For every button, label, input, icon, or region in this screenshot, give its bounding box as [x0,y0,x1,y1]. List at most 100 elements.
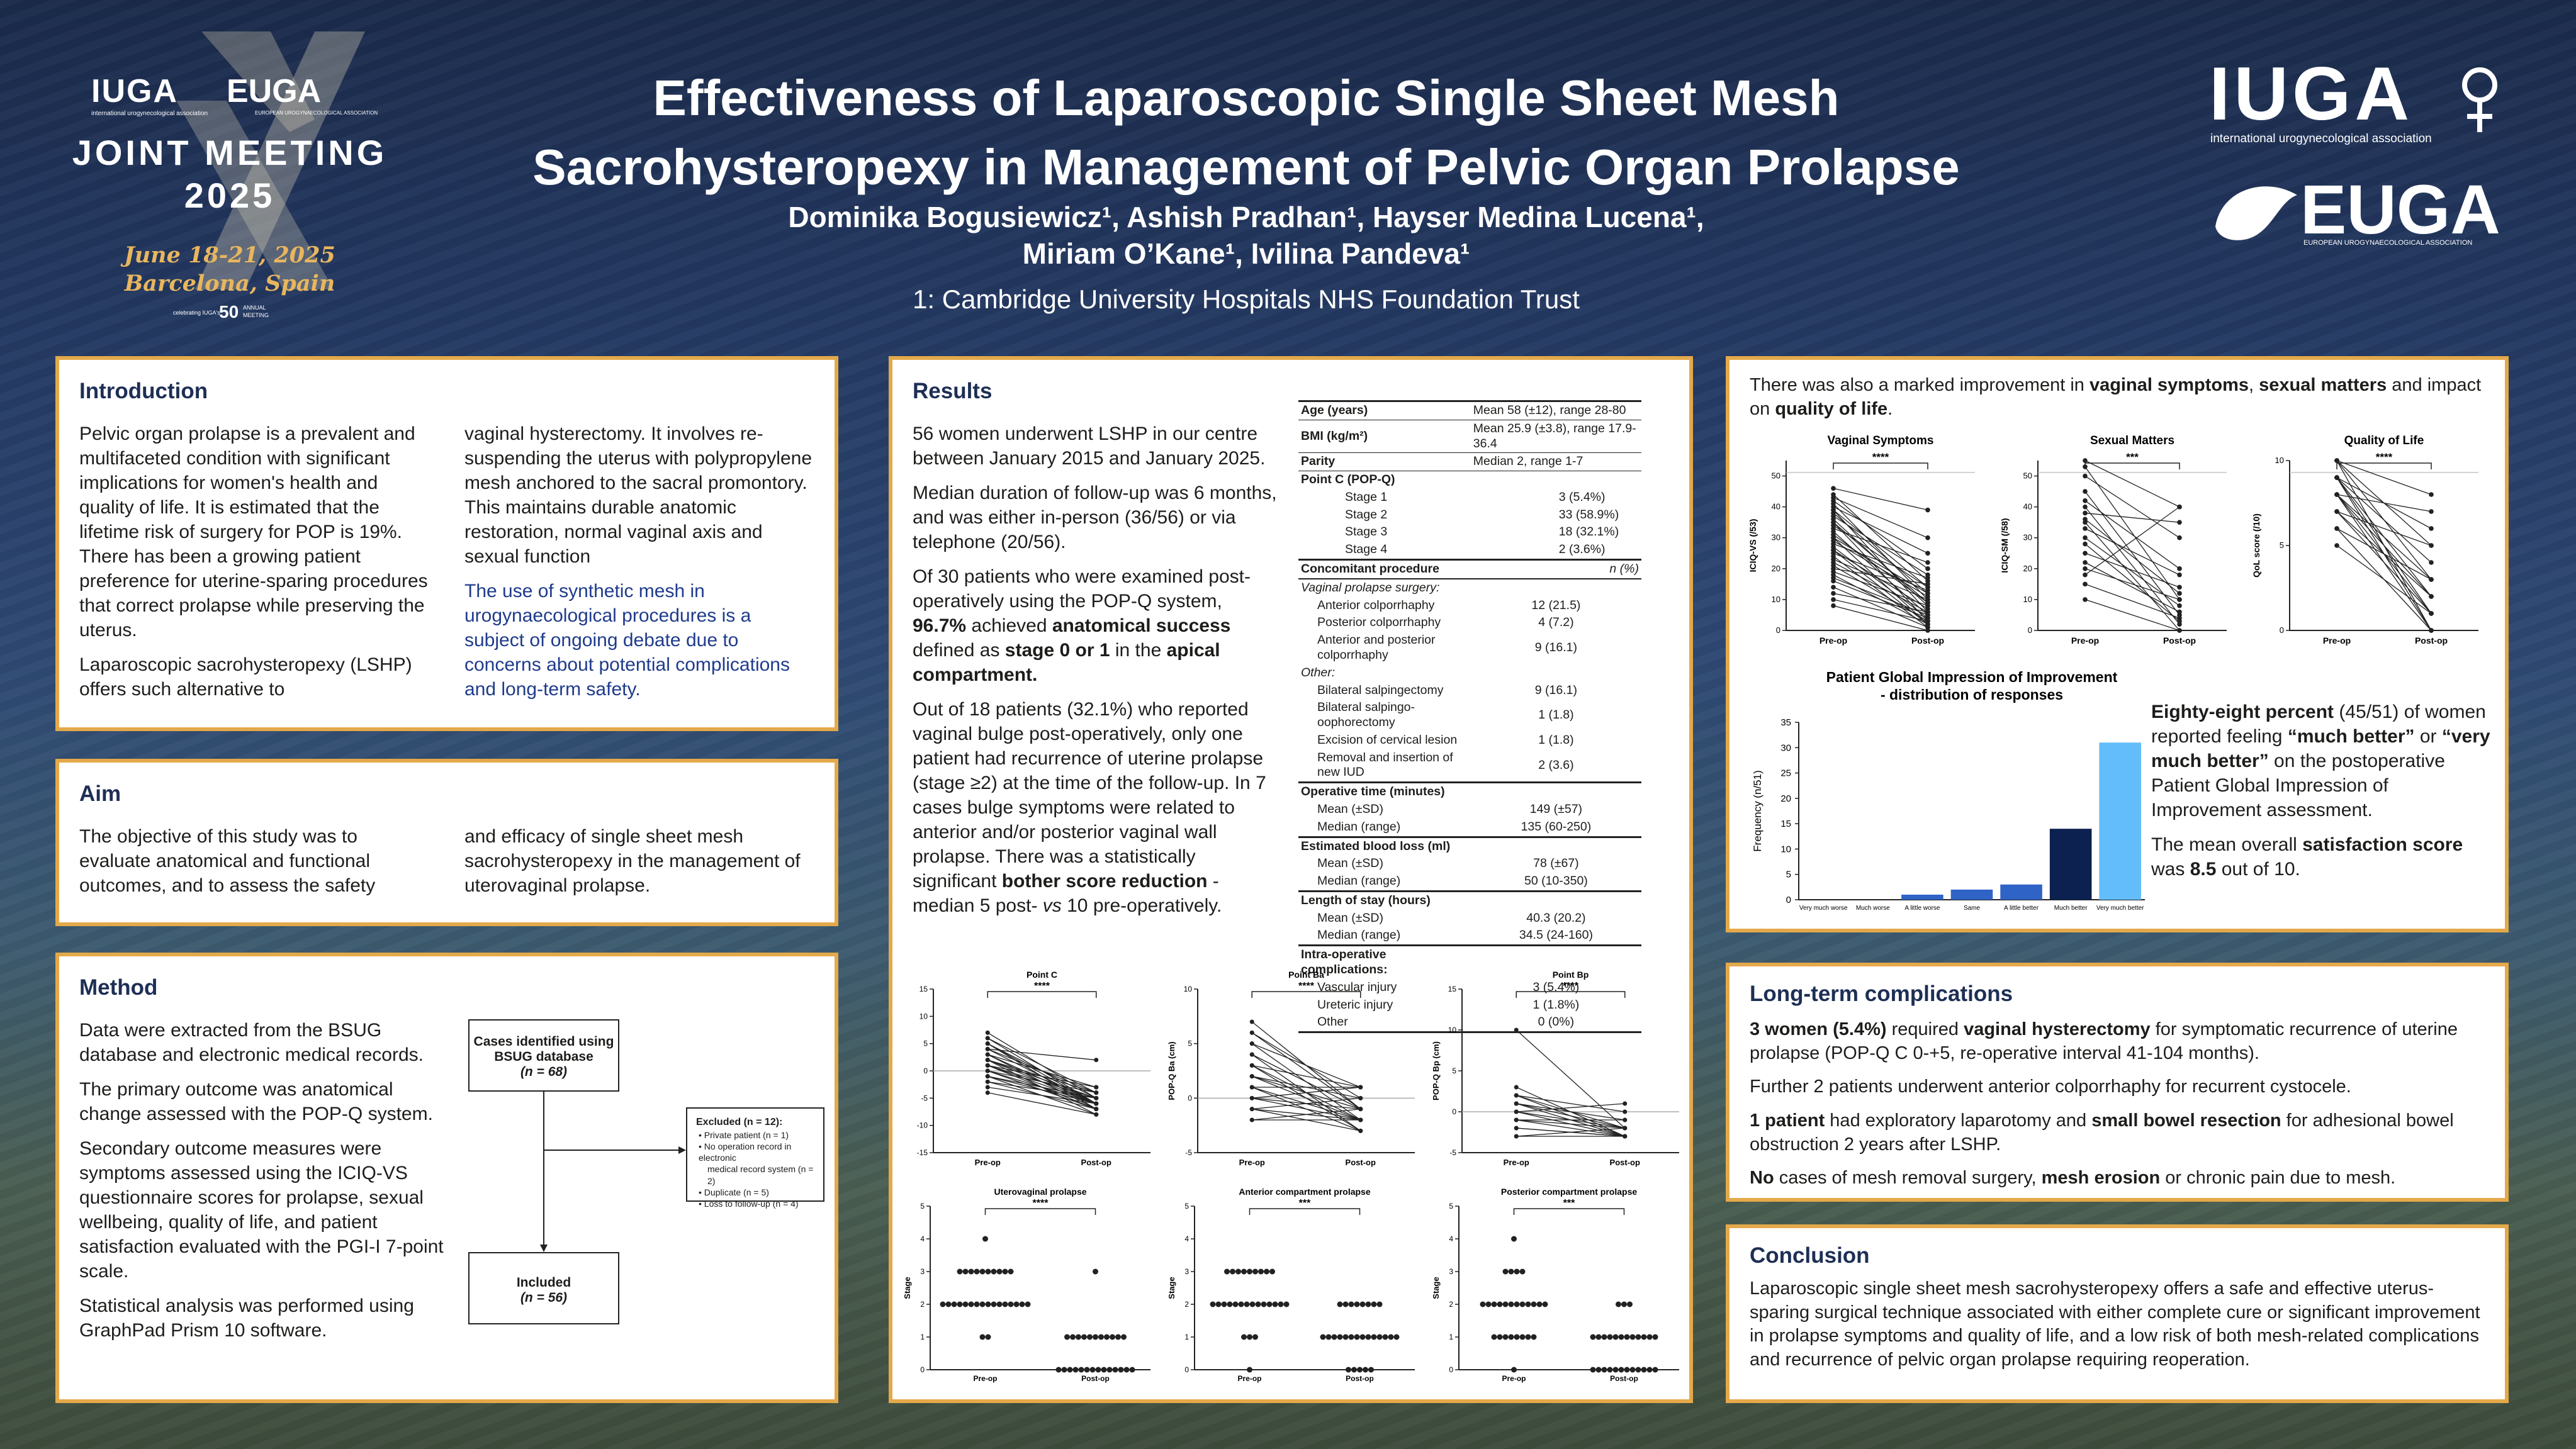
data-point [1497,1334,1503,1340]
table-cell-label: Point C (POP-Q) [1301,473,1395,487]
table-cell-value: 3 (5.4%) [1533,980,1580,994]
c1c: vaginal hysterectomy [1964,1019,2151,1039]
y-tick-label: 15 [920,985,928,993]
data-point [1641,1367,1647,1373]
data-point [1241,1334,1247,1340]
significance-bracket [2084,462,2180,469]
data-point [1342,1301,1349,1307]
data-point [1283,1301,1290,1307]
table-cell-label: Vaginal prolapse surgery: [1301,580,1440,595]
data-point [1365,1301,1371,1307]
table-cell-value: Mean 58 (±12), range 28-80 [1473,403,1626,417]
data-point [1070,1334,1076,1340]
data-point [957,1301,963,1307]
x-tick-label: Post-op [1911,635,1944,646]
y-tick-label: 40 [2023,502,2032,512]
data-point [1249,1019,1254,1024]
y-tick-label: -5 [1449,1148,1456,1157]
data-point [940,1301,946,1307]
table-cell-value [1470,781,1641,801]
paired-line [2084,562,2180,613]
data-point [1249,1041,1254,1046]
data-point [1359,1301,1366,1307]
excluded-item: • No operation record in electronic [699,1141,792,1163]
data-point [1531,1301,1537,1307]
bar [1950,889,1993,900]
data-point [1831,520,1836,525]
data-point [985,1046,990,1051]
g5: “very much better” [2151,726,2490,771]
poster-title-line2: Sacrohysteropexy in Management of Pelvic… [532,139,1960,195]
point-ba-chart: Point Ba 10 5 0 -5 POP-Q Ba (cm) Pre-op Post-op… [1167,970,1415,1167]
data-point [1514,1134,1519,1139]
y-axis-label: Stage [1431,1277,1441,1299]
conclusion-heading: Conclusion [1750,1243,1870,1268]
x-tick-label: Pre-op [1239,1158,1265,1167]
paired-line [1833,556,1928,628]
data-point [1235,1268,1241,1275]
table-row: Stage 3 18 (32.1%) [1298,523,1641,541]
data-point [1831,585,1836,590]
g4: or [2414,726,2442,747]
y-tick-label: 20 [2023,564,2032,573]
data-point [1627,1301,1633,1307]
paired-line [1833,512,1928,594]
paired-line [1833,506,1928,554]
complications-paragraph-1: 3 women (5.4%) required vaginal hysterec… [1750,1018,2485,1065]
conclusion-paragraph: Laparoscopic single sheet mesh sacrohyst… [1750,1278,2480,1370]
data-point [1089,1367,1096,1373]
data-point [2177,615,2182,621]
paired-line [2084,583,2180,618]
data-point [985,1052,990,1057]
data-point [1388,1334,1394,1340]
data-point [1502,1334,1509,1340]
data-point [1110,1334,1115,1340]
anterior-compartment-chart: Anterior compartment prolapse 5 4 3 2 1 0 Stage… [1167,1187,1415,1383]
paired-line [2084,506,2180,576]
g6: on the postoperative Patient Global Impr… [2151,751,2445,820]
data-point [1502,1301,1509,1307]
significance-bracket [1251,991,1361,998]
data-point [2177,591,2182,596]
table-cell-label: Operative time (minutes) [1298,781,1471,801]
data-point [1252,1268,1258,1275]
x-tick-label: Pre-op [1237,1374,1261,1383]
q7: . [1887,398,1893,419]
chart-title: Patient Global Impression of Improvement [1826,669,2118,685]
data-point [1061,1367,1067,1373]
y-tick-label: 4 [1449,1234,1453,1243]
introduction-heading: Introduction [79,379,208,403]
y-tick-label: 10 [1184,985,1193,993]
y-tick-label: 10 [920,1012,928,1021]
data-point [979,1334,986,1340]
c4b: cases of mesh removal surgery, [1774,1168,2042,1189]
table-row: Mean (±SD) 40.3 (20.2) [1298,910,1641,927]
data-point [1925,575,1930,581]
method-heading: Method [79,975,158,1000]
data-point [1358,1117,1363,1122]
data-point [1002,1301,1008,1307]
y-tick-label: 5 [920,1202,925,1211]
paired-line [2084,568,2180,600]
data-point [1354,1334,1360,1340]
significance-bracket [1833,462,1928,469]
paired-line [1833,494,1928,581]
table-row: Median (range) 50 (10-350) [1298,873,1641,891]
y-axis-label: Stage [1167,1277,1176,1299]
data-point [1008,1268,1014,1275]
data-point [1621,1301,1627,1307]
paired-line [1516,1127,1625,1137]
data-point [1241,1268,1247,1275]
table-row: Mean (±SD) 78 (±67) [1298,855,1641,873]
table-row: Age (years) Mean 58 (±12), range 28-80 [1298,401,1641,420]
data-point [1514,1117,1519,1122]
paired-line [2084,506,2180,625]
g2: (45/51) of women reported feeling [2151,702,2486,747]
table-cell-label: Mean (±SD) [1317,910,1383,925]
data-point [1508,1301,1514,1307]
table-cell-label: Bilateral salpingo-oophorectomy [1317,700,1415,730]
data-point [1514,1334,1520,1340]
paired-line [1516,1119,1625,1137]
data-point [1331,1334,1337,1340]
data-point [1055,1367,1062,1373]
